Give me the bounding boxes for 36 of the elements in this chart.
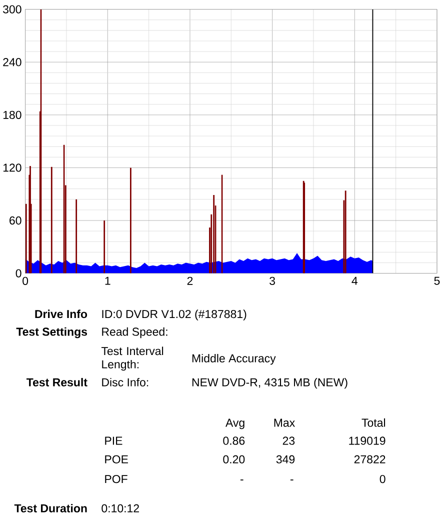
x-tick-label: 5 — [434, 276, 440, 285]
text: 27822 — [354, 455, 386, 464]
x-tick-label: 1 — [105, 276, 110, 285]
text: PIE — [105, 436, 122, 445]
text: 0 — [380, 474, 386, 484]
y-tick-label: 240 — [3, 58, 22, 66]
x-tick-label: 3 — [270, 276, 275, 285]
y-tick-label: 180 — [3, 110, 22, 119]
x-tick-label: 4 — [352, 276, 358, 285]
y-tick-label: 0 — [16, 269, 22, 278]
x-tick-label: 0 — [22, 276, 28, 285]
text: Disc Info: — [102, 378, 148, 386]
text: Test Result — [26, 378, 88, 386]
text: Test Duration — [14, 504, 87, 512]
text: Test Settings — [16, 327, 88, 338]
text: ID:0 DVDR V1.02 (#187881) — [102, 310, 246, 320]
y-tick-label: 60 — [10, 216, 22, 225]
text: 23 — [282, 436, 295, 445]
text: 349 — [276, 455, 295, 464]
text: 0:10:12 — [102, 504, 139, 512]
text: POF — [105, 474, 128, 484]
text: Read Speed: — [102, 327, 168, 338]
text: Middle Accuracy — [192, 354, 276, 365]
y-tick-label: 300 — [3, 5, 22, 14]
text: Total — [362, 418, 386, 427]
text: Avg — [226, 418, 244, 430]
y-tick-label: 120 — [3, 164, 22, 172]
text: NEW DVD-R, 4315 MB (NEW) — [192, 378, 348, 389]
x-tick-label: 2 — [187, 276, 193, 285]
text: POE — [105, 455, 128, 464]
text: 119019 — [349, 436, 386, 445]
text: 0.20 — [223, 455, 245, 464]
text: Max — [274, 418, 295, 427]
text: Drive Info — [35, 310, 88, 318]
text: 0.86 — [223, 436, 245, 445]
text: Test Interval Length: — [101, 346, 164, 371]
